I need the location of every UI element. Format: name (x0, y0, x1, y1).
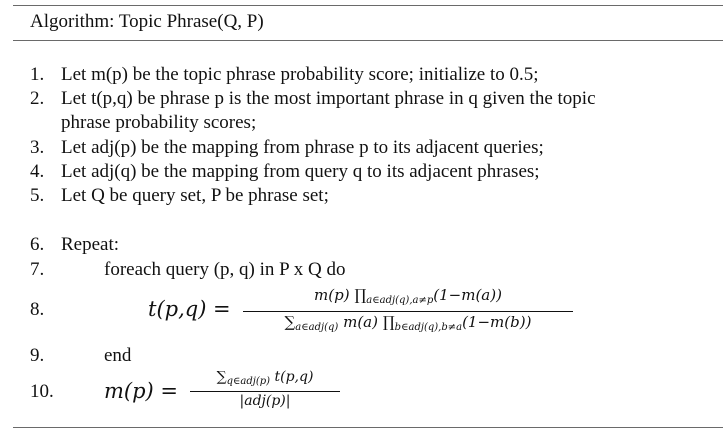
fraction-bar (243, 311, 573, 312)
formula-t-numerator: m(p) ∏a∈adj(q),a≠p(1−m(a)) (314, 286, 502, 306)
formula-m-lhs: m(p) = (104, 379, 179, 403)
step-text: Let t(p,q) be phrase p is the most impor… (61, 88, 596, 109)
step-text: Let Q be query set, P be phrase set; (61, 185, 329, 206)
step-text: Repeat: (61, 234, 120, 255)
step-8-number: 8. (30, 299, 45, 320)
step-5: 5. Let Q be query set, P be phrase set; (30, 184, 329, 208)
step-2-continuation: phrase probability scores; (61, 112, 257, 133)
step-4: 4. Let adj(q) be the mapping from query q… (30, 160, 540, 184)
fraction-bar (190, 391, 340, 392)
step-number: 6. (30, 234, 45, 255)
algorithm-title: Algorithm: Topic Phrase(Q, P) (30, 11, 264, 32)
step-10-number: 10. (30, 381, 54, 402)
formula-m-numerator: ∑q∈adj(p) t(p,q) (216, 369, 314, 387)
step-9-text: end (104, 345, 132, 366)
step-number: 4. (30, 161, 45, 182)
formula-t-fraction: m(p) ∏a∈adj(q),a≠p(1−m(a)) ∑a∈adj(q) m(a… (243, 285, 573, 338)
bottom-rule (13, 427, 723, 428)
step-number: 1. (30, 64, 45, 85)
step-1: 1. Let m(p) be the topic phrase probabili… (30, 63, 539, 87)
step-text: Let adj(p) be the mapping from phrase p … (61, 137, 544, 158)
formula-t-lhs: t(p,q) = (148, 297, 231, 321)
step-number: 3. (30, 137, 45, 158)
header-rule (13, 40, 723, 41)
step-9-number: 9. (30, 345, 45, 366)
step-7-number: 7. (30, 259, 45, 280)
step-6: 6. Repeat: (30, 233, 119, 257)
formula-m-fraction: ∑q∈adj(p) t(p,q) |adj(p)| (190, 368, 340, 410)
step-3: 3. Let adj(p) be the mapping from phrase … (30, 136, 544, 160)
step-number: 5. (30, 185, 45, 206)
step-number: 2. (30, 88, 45, 109)
step-2: 2. Let t(p,q) be phrase p is the most imp… (30, 87, 596, 111)
step-text: Let m(p) be the topic phrase probability… (61, 64, 539, 85)
formula-t-denominator: ∑a∈adj(q) m(a) ∏b∈adj(q),b≠a(1−m(b)) (284, 313, 532, 333)
formula-m-denominator: |adj(p)| (239, 393, 291, 409)
step-7-text: foreach query (p, q) in P x Q do (104, 259, 346, 280)
top-rule (13, 5, 723, 6)
step-text: Let adj(q) be the mapping from query q t… (61, 161, 540, 182)
